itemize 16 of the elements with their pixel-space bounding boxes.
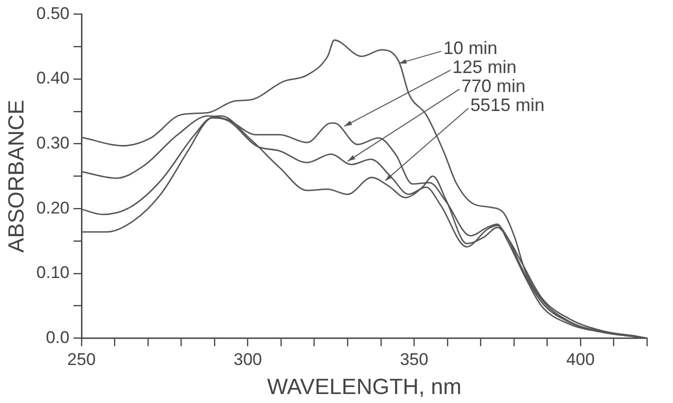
x-tick-label: 300	[234, 350, 262, 370]
annotation: 10 min	[443, 38, 498, 58]
y-axis-title: ABSORBANCE	[3, 100, 28, 253]
y-tick-label: 0.0	[46, 328, 70, 347]
y-tick-label: 0.40	[36, 68, 70, 88]
annotation: 770 min	[461, 76, 526, 96]
x-tick-label: 400	[566, 350, 595, 370]
y-tick-label: 0.50	[36, 4, 70, 23]
y-tick-label: 0.20	[36, 198, 70, 218]
x-axis-title: WAVELENGTH, nm	[267, 374, 462, 399]
annotation: 5515 min	[470, 95, 544, 116]
annotation: 125 min	[452, 57, 516, 78]
x-tick-label: 350	[400, 350, 428, 370]
y-tick-label: 0.30	[36, 133, 70, 152]
x-tick-label: 250	[67, 350, 96, 370]
y-tick-label: 0.10	[36, 263, 70, 282]
